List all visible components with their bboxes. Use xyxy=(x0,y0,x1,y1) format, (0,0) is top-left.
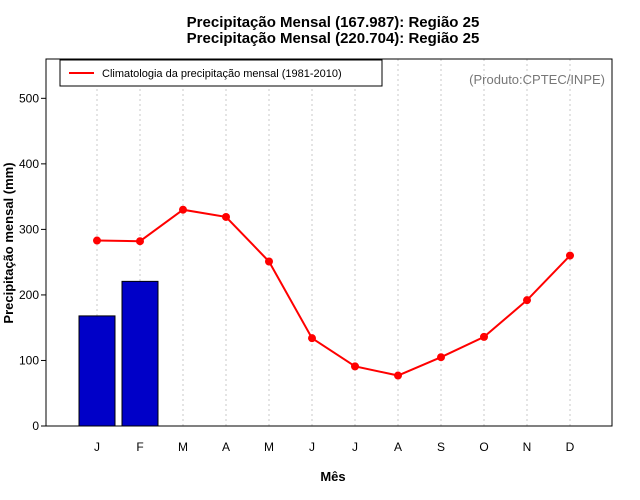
y-tick-label-1: 100 xyxy=(19,353,39,367)
climatology-point-1 xyxy=(136,237,144,246)
climatology-point-2 xyxy=(179,205,187,214)
grid-lines xyxy=(96,59,571,426)
y-tick-label-0: 0 xyxy=(32,419,39,433)
climatology-point-5 xyxy=(308,334,316,343)
y-tick-label-3: 300 xyxy=(19,222,39,236)
credit-text: (Produto:CPTEC/INPE) xyxy=(469,72,605,87)
x-tick-label-5: J xyxy=(309,440,315,454)
climatology-point-7 xyxy=(394,371,402,380)
chart-title-line-2: Precipitação Mensal (220.704): Região 25 xyxy=(187,30,480,47)
y-tick-label-4: 400 xyxy=(19,157,39,171)
x-tick-label-11: D xyxy=(566,440,575,454)
x-tick-label-3: A xyxy=(222,440,230,454)
climatology-point-6 xyxy=(351,362,359,371)
bar-1 xyxy=(121,280,159,427)
legend-box xyxy=(59,59,383,87)
climatology-point-11 xyxy=(566,251,574,260)
x-tick-label-9: O xyxy=(479,440,488,454)
legend-label: Climatologia da precipitação mensal (198… xyxy=(102,68,342,80)
x-tick-label-8: S xyxy=(437,440,445,454)
climatology-series xyxy=(93,205,574,380)
y-tick-label-5: 500 xyxy=(19,91,39,105)
x-tick-label-4: M xyxy=(264,440,274,454)
x-tick-label-0: J xyxy=(94,440,100,454)
climatology-point-4 xyxy=(265,257,273,266)
y-tick-label-2: 200 xyxy=(19,288,39,302)
climatology-point-9 xyxy=(480,332,488,341)
bar-0 xyxy=(78,315,116,427)
climatology-point-3 xyxy=(222,212,230,221)
climatology-line xyxy=(96,208,571,377)
climatology-point-0 xyxy=(93,236,101,245)
x-tick-label-2: M xyxy=(178,440,188,454)
x-tick-label-6: J xyxy=(352,440,358,454)
x-tick-label-10: N xyxy=(523,440,532,454)
climatology-point-8 xyxy=(437,353,445,362)
plot-frame xyxy=(45,58,613,427)
climatology-point-10 xyxy=(523,296,531,305)
bar-series xyxy=(78,280,159,427)
chart-title-line-1: Precipitação Mensal (167.987): Região 25 xyxy=(187,14,480,31)
x-tick-label-1: F xyxy=(136,440,143,454)
x-tick-label-7: A xyxy=(394,440,402,454)
legend: Climatologia da precipitação mensal (198… xyxy=(59,59,383,87)
y-axis: 0 100 200 300 400 500 xyxy=(19,91,46,433)
y-axis-title: Precipitação mensal (mm) xyxy=(1,162,16,323)
x-axis-title: Mês xyxy=(320,469,345,484)
